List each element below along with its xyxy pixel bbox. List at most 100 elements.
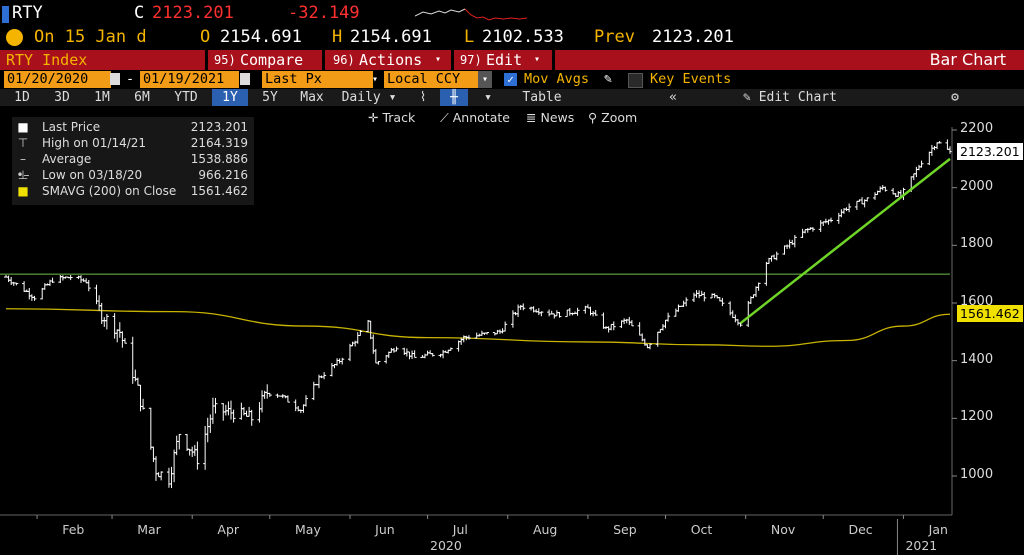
- settings-gear-icon[interactable]: ⚙: [951, 90, 959, 105]
- pencil-icon[interactable]: ✎: [604, 71, 613, 87]
- clock-icon[interactable]: [6, 29, 23, 46]
- function-toolbar: RTY Index 95) Compare 96) Actions ▾ 97) …: [0, 50, 1024, 70]
- price-bar: [937, 140, 942, 144]
- period-1d[interactable]: 1D: [4, 89, 40, 106]
- calendar-icon[interactable]: [240, 73, 250, 85]
- edit-chart-button[interactable]: ✎ Edit Chart: [740, 89, 840, 106]
- legend-label: SMAVG (200) on Close: [42, 184, 177, 198]
- period-max[interactable]: Max: [292, 89, 332, 106]
- price-bar: [391, 347, 396, 353]
- price-bar: [588, 306, 593, 316]
- x-tick-label: Jul: [452, 522, 468, 537]
- price-bar: [148, 407, 153, 450]
- currency-dropdown-icon[interactable]: ▾: [478, 71, 492, 88]
- last-price-tag: 2123.201: [957, 143, 1023, 161]
- frequency-dropdown-icon: ▾: [388, 90, 397, 105]
- end-date-field[interactable]: 01/19/2021: [140, 71, 239, 88]
- currency-select[interactable]: Local CCY: [384, 71, 479, 88]
- bar-chart-icon[interactable]: ╫: [440, 89, 468, 106]
- frequency-select[interactable]: Daily ▾: [336, 89, 402, 106]
- compare-button[interactable]: 95) Compare: [208, 50, 322, 70]
- quote-header: RTY C 2123.201 -32.149: [0, 2, 1024, 26]
- price-bar: [547, 309, 552, 317]
- zoom-tool[interactable]: ⚲ Zoom: [588, 109, 637, 126]
- edit-chart-label: Edit Chart: [758, 90, 837, 105]
- average-line-icon: –•–: [16, 152, 30, 182]
- low-value: 2102.533: [482, 27, 564, 47]
- price-bar: [466, 335, 471, 340]
- period-1y[interactable]: 1Y: [212, 89, 248, 106]
- edit-label: Edit: [486, 51, 523, 69]
- price-bar: [22, 281, 27, 292]
- annotate-icon: ⟋: [440, 110, 449, 125]
- open-value: 2154.691: [220, 27, 302, 47]
- price-bar: [335, 358, 340, 366]
- mov-avgs-checkbox[interactable]: ✓: [504, 73, 517, 86]
- actions-button[interactable]: 96) Actions ▾: [325, 50, 451, 70]
- price-bar: [223, 404, 228, 416]
- calendar-icon[interactable]: [110, 73, 120, 85]
- price-bar: [208, 414, 213, 433]
- edit-num: 97): [460, 53, 482, 67]
- annotate-tool[interactable]: ⟋ Annotate: [440, 109, 510, 126]
- field-select[interactable]: Last Px: [262, 71, 373, 88]
- x-tick-label: Sep: [613, 522, 637, 537]
- date-separator: -: [126, 71, 135, 87]
- y-tick-label: 1000: [960, 467, 994, 482]
- price-bar: [495, 329, 500, 335]
- price-bar: [322, 372, 327, 380]
- price-bar: [911, 173, 916, 181]
- legend-last-price: ■ Last Price 2123.201: [12, 119, 254, 135]
- price-bar: [518, 304, 523, 310]
- period-5y[interactable]: 5Y: [252, 89, 288, 106]
- prev-value: 2123.201: [652, 27, 734, 47]
- period-1m[interactable]: 1M: [84, 89, 120, 106]
- legend-value: 1561.462: [190, 184, 248, 198]
- crosshair-icon: ✛: [368, 110, 379, 125]
- start-date-field[interactable]: 01/20/2020: [4, 71, 111, 88]
- price-bar: [521, 303, 526, 311]
- price-bar: [557, 311, 562, 318]
- price-bar: [792, 235, 797, 248]
- price-bar: [329, 363, 334, 377]
- security-field[interactable]: RTY Index: [0, 50, 205, 70]
- close-label: C: [134, 3, 145, 23]
- chart-style-dropdown-icon[interactable]: ▾: [484, 90, 492, 105]
- price-bar: [11, 281, 16, 286]
- price-bar: [347, 343, 352, 362]
- price-bar: [872, 192, 877, 200]
- price-bar: [42, 283, 47, 290]
- price-bar: [239, 402, 244, 420]
- track-tool[interactable]: ✛ Track: [368, 109, 415, 126]
- high-label: H: [332, 27, 343, 47]
- price-bar: [244, 410, 249, 417]
- change-value: -32.149: [288, 3, 360, 23]
- track-label: Track: [382, 110, 416, 125]
- key-events-checkbox[interactable]: [628, 73, 643, 88]
- news-tool[interactable]: ≣ News: [526, 109, 574, 126]
- table-button[interactable]: Table: [508, 89, 576, 106]
- chart-legend[interactable]: ■ Last Price 2123.201 ⊤ High on 01/14/21…: [12, 117, 254, 205]
- period-6m[interactable]: 6M: [124, 89, 160, 106]
- line-chart-icon[interactable]: ⌇: [419, 90, 427, 105]
- settings-row: 01/20/2020 - 01/19/2021 Last Px ▾ Local …: [0, 71, 1024, 89]
- price-bar: [404, 348, 409, 357]
- edit-button[interactable]: 97) Edit ▾: [454, 50, 552, 70]
- price-bar: [205, 417, 210, 443]
- price-bar: [629, 320, 634, 327]
- period-3d[interactable]: 3D: [44, 89, 80, 106]
- y-tick-label: 2200: [960, 121, 994, 136]
- period-ytd[interactable]: YTD: [164, 89, 208, 106]
- price-bar: [485, 332, 490, 335]
- price-bar: [260, 390, 265, 413]
- price-bar: [407, 351, 412, 360]
- price-bar: [104, 313, 109, 330]
- chart-type-bar: Bar Chart: [555, 50, 1024, 70]
- price-bar: [32, 295, 37, 301]
- price-chart[interactable]: [0, 127, 1024, 555]
- price-bar: [40, 287, 45, 300]
- legend-average: –•– Average 1538.886: [12, 151, 254, 182]
- field-dropdown-icon[interactable]: ▾: [372, 74, 379, 85]
- price-bar: [883, 186, 888, 192]
- collapse-icon[interactable]: «: [669, 90, 677, 105]
